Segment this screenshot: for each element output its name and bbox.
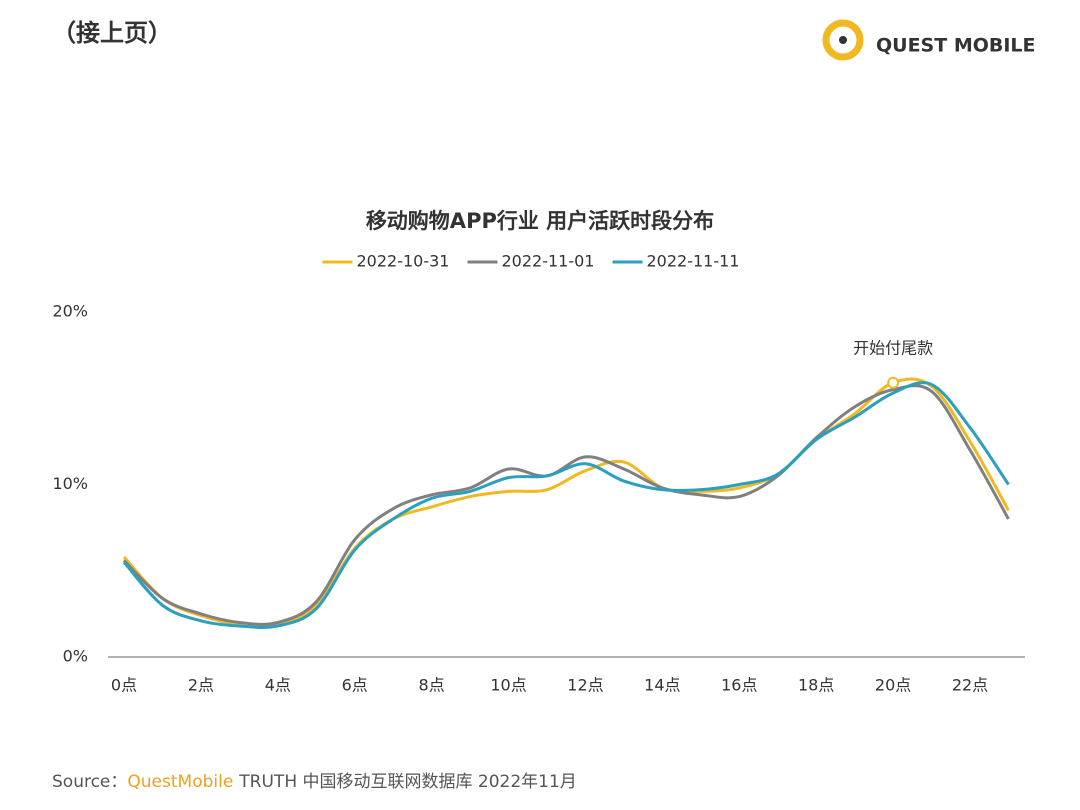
x-tick-label: 0点	[111, 676, 137, 695]
logo-dot	[839, 36, 847, 44]
legend-label: 2022-11-11	[647, 252, 740, 271]
x-tick-label: 16点	[721, 676, 757, 695]
x-tick-label: 18点	[798, 676, 834, 695]
x-tick-label: 4点	[265, 676, 291, 695]
y-tick-label: 0%	[63, 647, 88, 666]
series-line	[122, 377, 1010, 628]
source-text: TRUTH 中国移动互联网数据库 2022年11月	[238, 772, 577, 792]
series-line	[122, 384, 1010, 626]
x-tick-label: 6点	[342, 676, 368, 695]
logo-icon	[822, 19, 864, 61]
y-tick-label: 10%	[52, 474, 88, 493]
x-tick-label: 14点	[644, 676, 680, 695]
x-tick-label: 20点	[875, 676, 911, 695]
legend-label: 2022-10-31	[357, 252, 450, 271]
x-tick-label: 8点	[419, 676, 445, 695]
x-tick-label: 10点	[490, 676, 526, 695]
logo: QUEST MOBILE	[822, 19, 1036, 61]
y-tick-label: 20%	[52, 302, 88, 321]
source: Source：QuestMobile TRUTH 中国移动互联网数据库 2022年…	[52, 772, 577, 792]
page-header: （接上页）	[52, 19, 172, 47]
x-tick-label: 12点	[567, 676, 603, 695]
legend-label: 2022-11-01	[502, 252, 595, 271]
x-tick-label: 22点	[952, 676, 988, 695]
chart-title: 移动购物APP行业 用户活跃时段分布	[366, 209, 714, 233]
source-label: Source：	[52, 772, 127, 792]
source-brand: QuestMobile	[127, 772, 233, 792]
series-line	[122, 381, 1010, 629]
logo-text: QUEST MOBILE	[876, 35, 1036, 57]
x-tick-label: 2点	[188, 676, 214, 695]
annotation-point	[887, 376, 900, 389]
annotation: 开始付尾款	[853, 339, 933, 358]
